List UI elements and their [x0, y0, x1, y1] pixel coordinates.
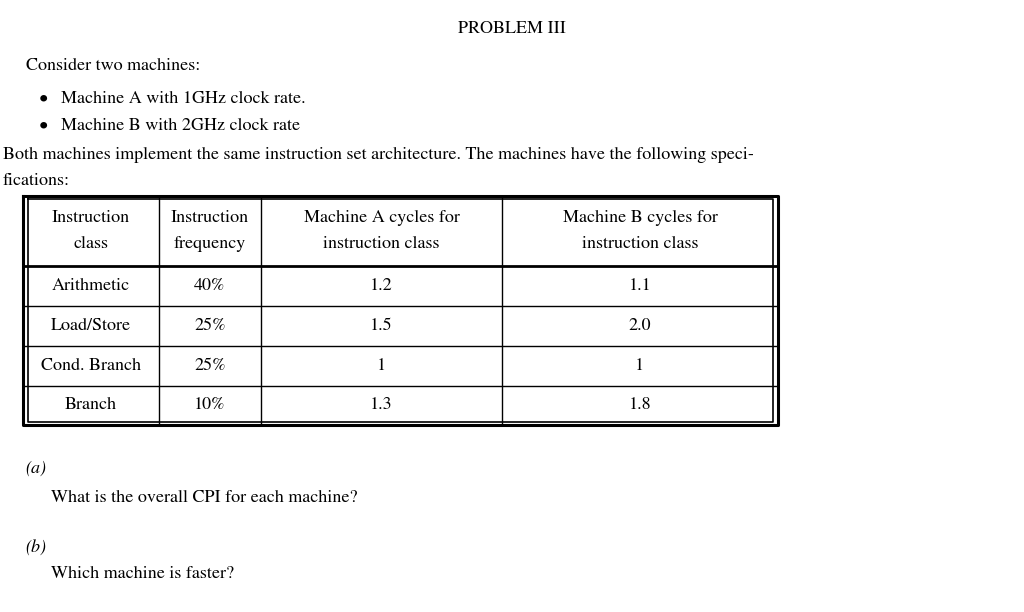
- Text: instruction class: instruction class: [582, 236, 698, 253]
- Text: Which machine is faster?: Which machine is faster?: [51, 566, 234, 582]
- Text: (b): (b): [26, 540, 47, 556]
- Text: 1.5: 1.5: [370, 318, 393, 334]
- Text: Machine B with 2GHz clock rate: Machine B with 2GHz clock rate: [61, 118, 301, 133]
- Text: Machine A cycles for: Machine A cycles for: [303, 209, 460, 226]
- Text: 1.2: 1.2: [370, 278, 393, 294]
- Text: Branch: Branch: [65, 397, 117, 414]
- Text: 1.3: 1.3: [370, 397, 393, 414]
- Text: 1: 1: [377, 357, 386, 374]
- Text: 10%: 10%: [195, 397, 225, 414]
- Text: Consider two machines:: Consider two machines:: [26, 58, 200, 74]
- Text: 25%: 25%: [195, 318, 225, 334]
- Text: (a): (a): [26, 460, 47, 477]
- Text: Machine A with 1GHz clock rate.: Machine A with 1GHz clock rate.: [61, 91, 306, 106]
- Text: •: •: [39, 118, 48, 133]
- Text: Instruction: Instruction: [51, 209, 130, 226]
- Text: class: class: [73, 236, 109, 253]
- Text: Instruction: Instruction: [171, 209, 249, 226]
- Text: 40%: 40%: [195, 278, 225, 294]
- Text: instruction class: instruction class: [324, 236, 439, 253]
- Text: 25%: 25%: [195, 357, 225, 374]
- Text: Both machines implement the same instruction set architecture. The machines have: Both machines implement the same instruc…: [3, 147, 754, 163]
- Text: What is the overall CPI for each machine?: What is the overall CPI for each machine…: [51, 490, 357, 506]
- Text: Arithmetic: Arithmetic: [51, 278, 130, 294]
- Text: 2.0: 2.0: [629, 318, 651, 334]
- Text: fications:: fications:: [3, 173, 70, 188]
- Text: Machine B cycles for: Machine B cycles for: [562, 209, 718, 226]
- Text: frequency: frequency: [174, 236, 246, 253]
- Text: Load/Store: Load/Store: [50, 318, 131, 334]
- Text: 1.1: 1.1: [629, 278, 651, 294]
- Text: •: •: [39, 91, 48, 106]
- Text: PROBLEM III: PROBLEM III: [458, 21, 566, 37]
- Text: 1: 1: [636, 357, 644, 374]
- Text: 1.8: 1.8: [629, 397, 651, 414]
- Text: Cond. Branch: Cond. Branch: [41, 357, 140, 374]
